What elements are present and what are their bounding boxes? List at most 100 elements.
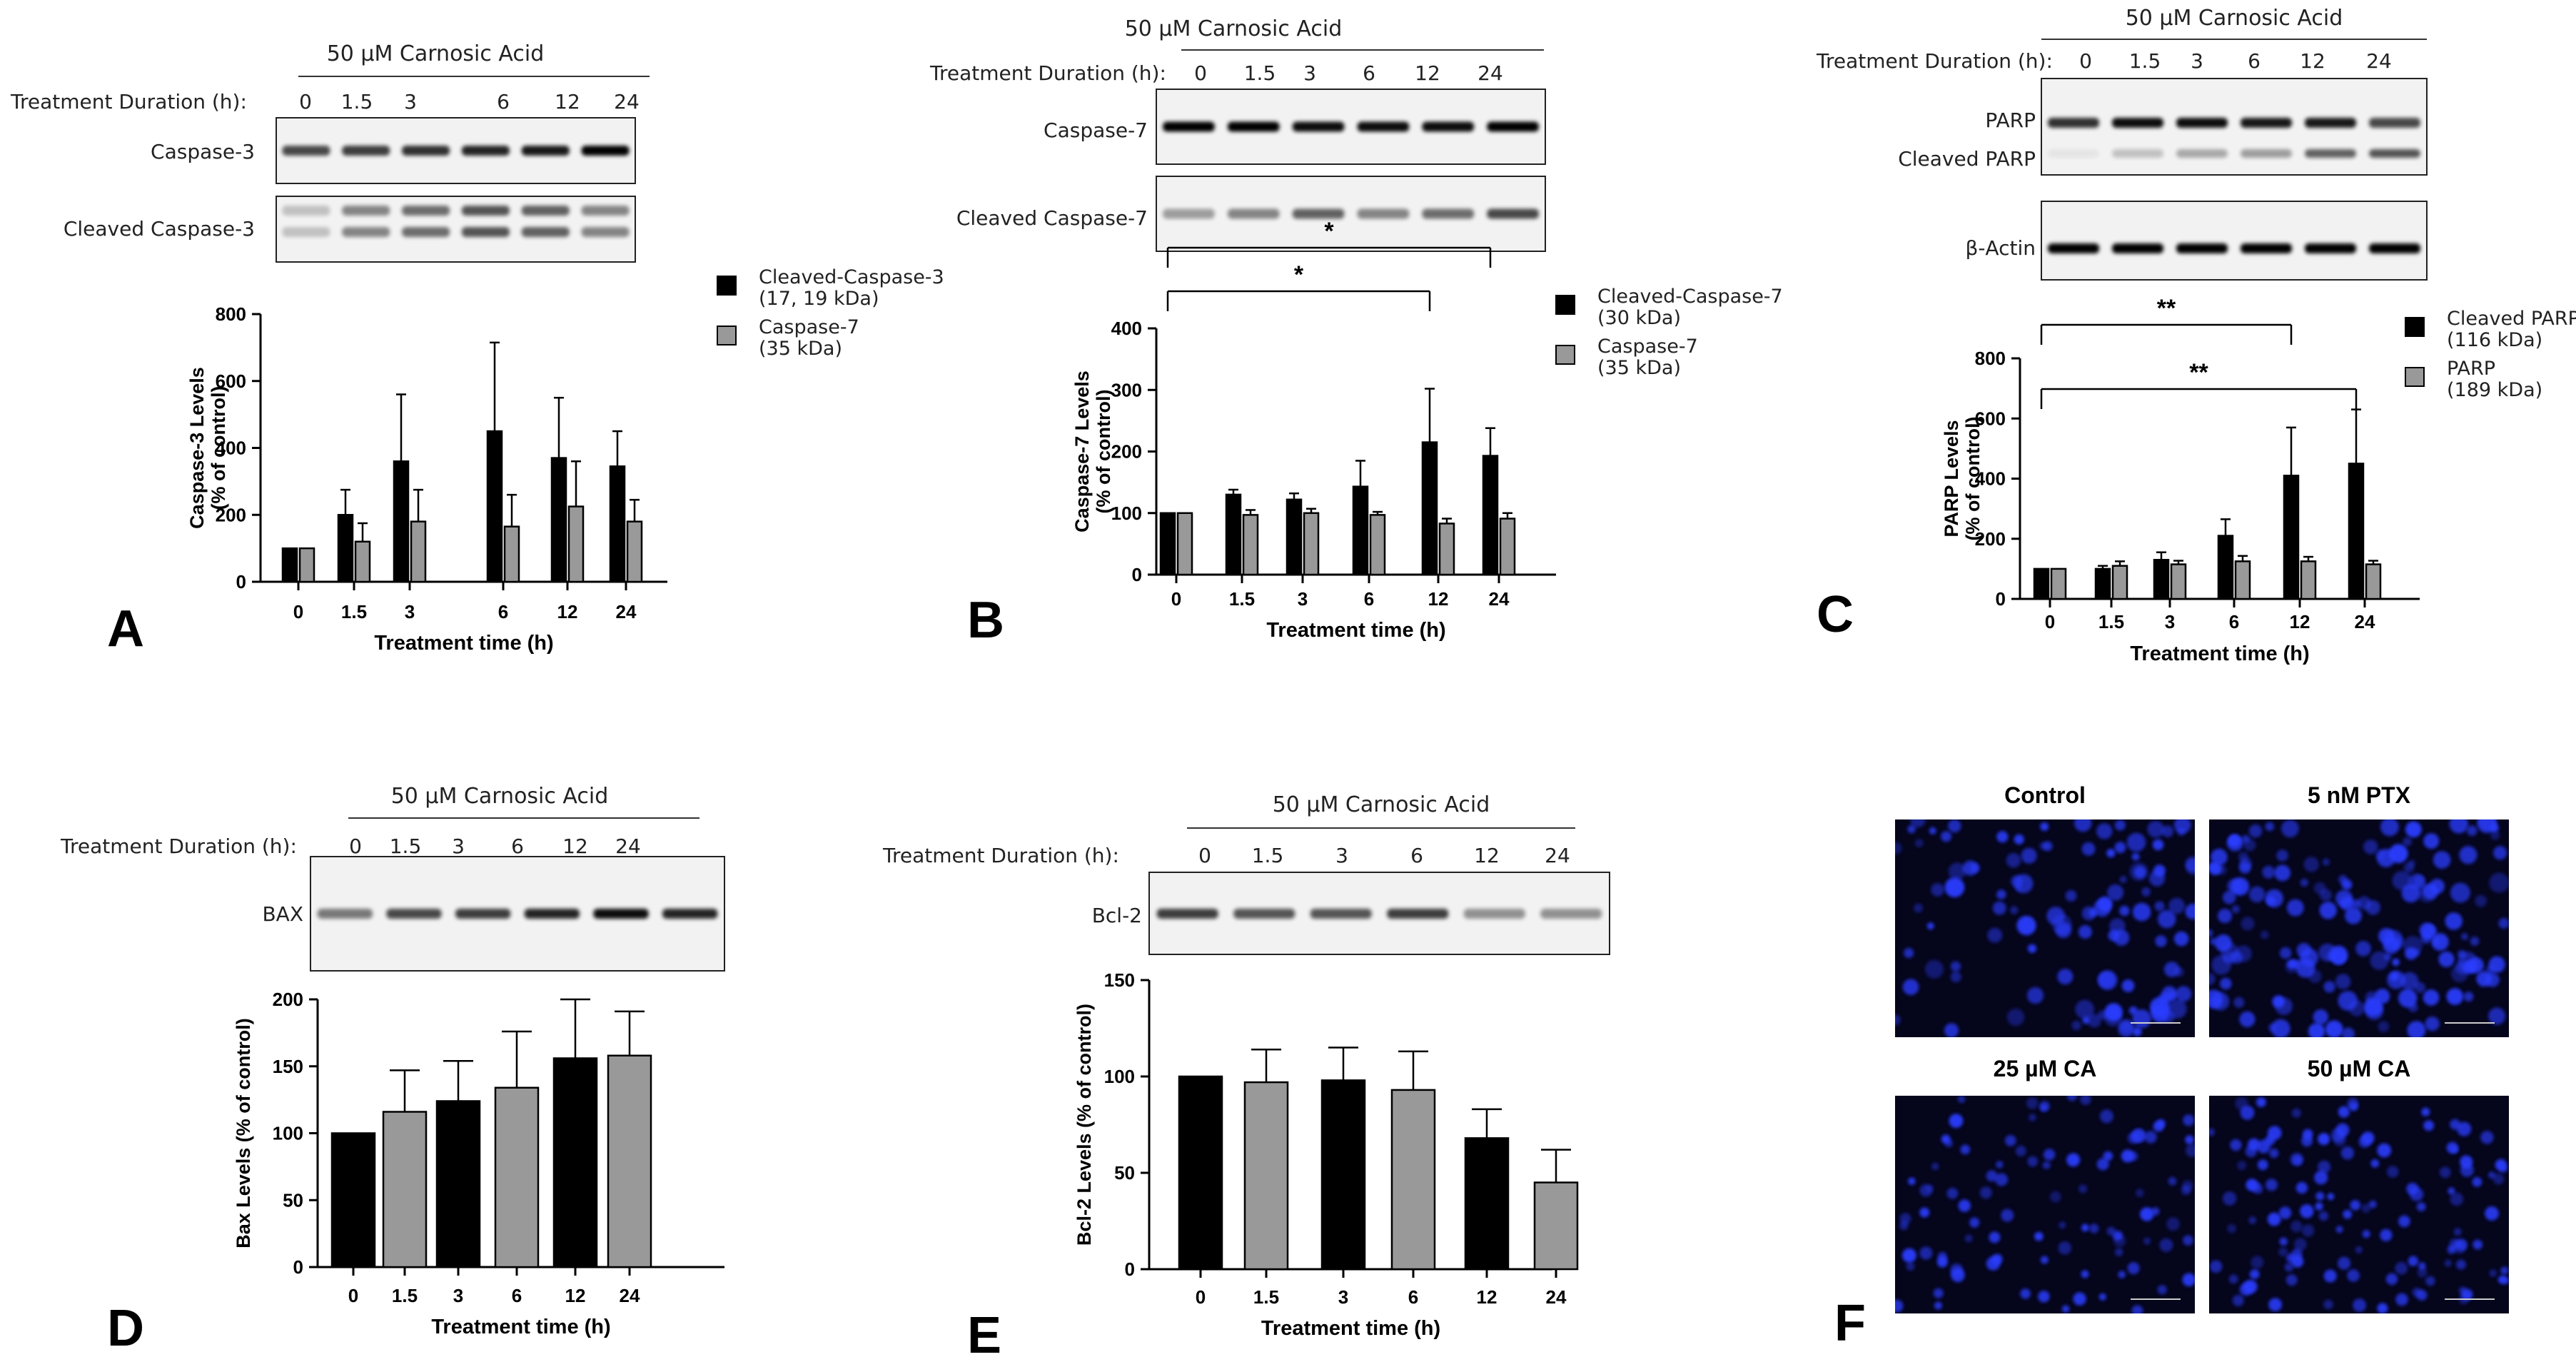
lane-label: 24 — [1478, 61, 1503, 85]
blot-band — [342, 206, 390, 216]
lane-label: 3 — [404, 90, 417, 113]
x-tick-label: 24 — [620, 1285, 640, 1306]
blot-strip-frame — [1156, 89, 1546, 165]
blot-strip-frame — [310, 856, 725, 972]
blot-band — [521, 206, 570, 216]
bar — [1464, 1137, 1510, 1271]
bar — [1438, 523, 1455, 576]
nuclei — [1895, 819, 2195, 1037]
blot-band — [402, 206, 450, 216]
bar — [1352, 485, 1369, 576]
y-tick-label: 150 — [1104, 969, 1135, 991]
micrograph: 25 µM CA — [1895, 1056, 2195, 1313]
y-tick-label: 400 — [216, 438, 246, 459]
blot-strip-label: BAX — [262, 902, 303, 926]
bar — [607, 1054, 652, 1268]
y-tick-label: 200 — [1111, 441, 1142, 463]
bar — [298, 547, 315, 583]
blot-treatment-label: 50 µM Carnosic Acid — [1273, 792, 1490, 817]
x-axis-label: Treatment time (h) — [1261, 1317, 1440, 1340]
x-tick-label: 24 — [1546, 1286, 1567, 1308]
y-axis-label: Caspase-7 Levels (% of control) — [1071, 370, 1114, 533]
blot-strip: Cleaved Caspase-3 — [64, 196, 636, 263]
blot-strip-label: Caspase-7 — [1044, 118, 1148, 142]
x-tick-label: 12 — [1477, 1286, 1497, 1308]
legend-label: PARP — [2447, 358, 2495, 380]
blot-band — [1487, 121, 1539, 132]
x-tick-label: 0 — [293, 601, 303, 622]
x-tick-label: 1.5 — [1253, 1286, 1279, 1308]
blot-band — [581, 206, 630, 216]
blot-band — [1422, 121, 1475, 132]
bar — [2050, 567, 2067, 600]
blot-band — [2369, 243, 2420, 253]
y-tick-label: 0 — [236, 571, 246, 592]
lane-label: 0 — [299, 90, 312, 113]
x-axis-label: Treatment time (h) — [1266, 619, 1445, 642]
x-tick-label: 3 — [1338, 1286, 1348, 1308]
y-tick-label: 600 — [216, 370, 246, 392]
x-tick-label: 3 — [453, 1285, 463, 1306]
chart-e: 0 50 100 150 0 1.5 3 6 12 24 Treatment time (h) Bcl… — [1074, 969, 1579, 1340]
lane-label: 12 — [562, 834, 588, 858]
lane-label: 6 — [497, 90, 510, 113]
legend-label: (189 kDa) — [2447, 379, 2542, 401]
blot-b: 50 µM Carnosic Acid Treatment Duration (h… — [929, 16, 1546, 252]
blot-band — [2305, 118, 2356, 128]
y-tick-label: 0 — [1125, 1258, 1135, 1280]
blot-strip: BAX — [262, 856, 725, 972]
x-axis-label: Treatment time (h) — [431, 1316, 610, 1338]
bar — [2234, 560, 2251, 600]
blot-strip-label: Cleaved Caspase-7 — [956, 206, 1148, 230]
x-tick-label: 12 — [557, 601, 578, 622]
blot-band — [2241, 149, 2292, 158]
micrograph: 50 µM CA — [2209, 1056, 2509, 1313]
lane-label: 6 — [1410, 844, 1423, 867]
significance-label: ** — [2189, 359, 2208, 386]
blot-strip-frame — [1156, 176, 1546, 252]
blot-strip-label: Cleaved Caspase-3 — [64, 217, 255, 241]
legend-swatch — [717, 326, 737, 345]
svg-text:(% of control): (% of control) — [1962, 417, 1984, 541]
x-tick-label: 6 — [1408, 1286, 1418, 1308]
blot-strip-label: β-Actin — [1965, 236, 2036, 260]
micrograph-title: 50 µM CA — [2308, 1056, 2411, 1081]
blot-band — [2241, 243, 2292, 253]
microscopy-panel: Control 5 nM PTX 25 µM CA 50 µM CA — [1895, 782, 2509, 1313]
svg-text:Caspase-3 Levels: Caspase-3 Levels — [186, 367, 208, 529]
blot-band — [521, 227, 570, 237]
x-axis-label: Treatment time (h) — [2130, 642, 2309, 665]
bar — [1390, 1089, 1436, 1271]
blot-treatment-label: 50 µM Carnosic Acid — [327, 41, 545, 66]
blot-band — [282, 206, 330, 216]
legend-label: (17, 19 kDa) — [759, 288, 879, 310]
legend-label: Cleaved-Caspase-7 — [1597, 286, 1783, 308]
micrograph-title: Control — [2004, 782, 2086, 808]
y-tick-label: 150 — [273, 1056, 303, 1077]
significance-label: * — [1294, 261, 1304, 288]
blot-band — [581, 227, 630, 237]
x-tick-label: 12 — [565, 1285, 586, 1306]
bar — [503, 525, 520, 583]
x-tick-label: 3 — [1298, 588, 1308, 610]
lane-label: 24 — [2366, 49, 2392, 73]
legend-swatch — [2405, 317, 2425, 337]
bar — [486, 430, 503, 583]
blot-band — [521, 146, 570, 156]
bar — [552, 1057, 598, 1268]
blot-band — [342, 227, 390, 237]
legend-label: Caspase-7 — [1597, 336, 1698, 358]
blot-band — [2305, 243, 2356, 253]
lane-label: 24 — [614, 90, 640, 113]
blot-band — [1227, 208, 1280, 219]
bar — [1320, 1079, 1366, 1271]
blot-band — [1163, 208, 1215, 219]
blot-band — [402, 227, 450, 237]
bar — [1303, 512, 1320, 576]
blot-strip-label: Bcl-2 — [1092, 904, 1142, 927]
x-tick-label: 1.5 — [2098, 611, 2124, 632]
blot-band — [2305, 149, 2356, 158]
bar — [1482, 455, 1499, 576]
bar — [2300, 560, 2317, 600]
